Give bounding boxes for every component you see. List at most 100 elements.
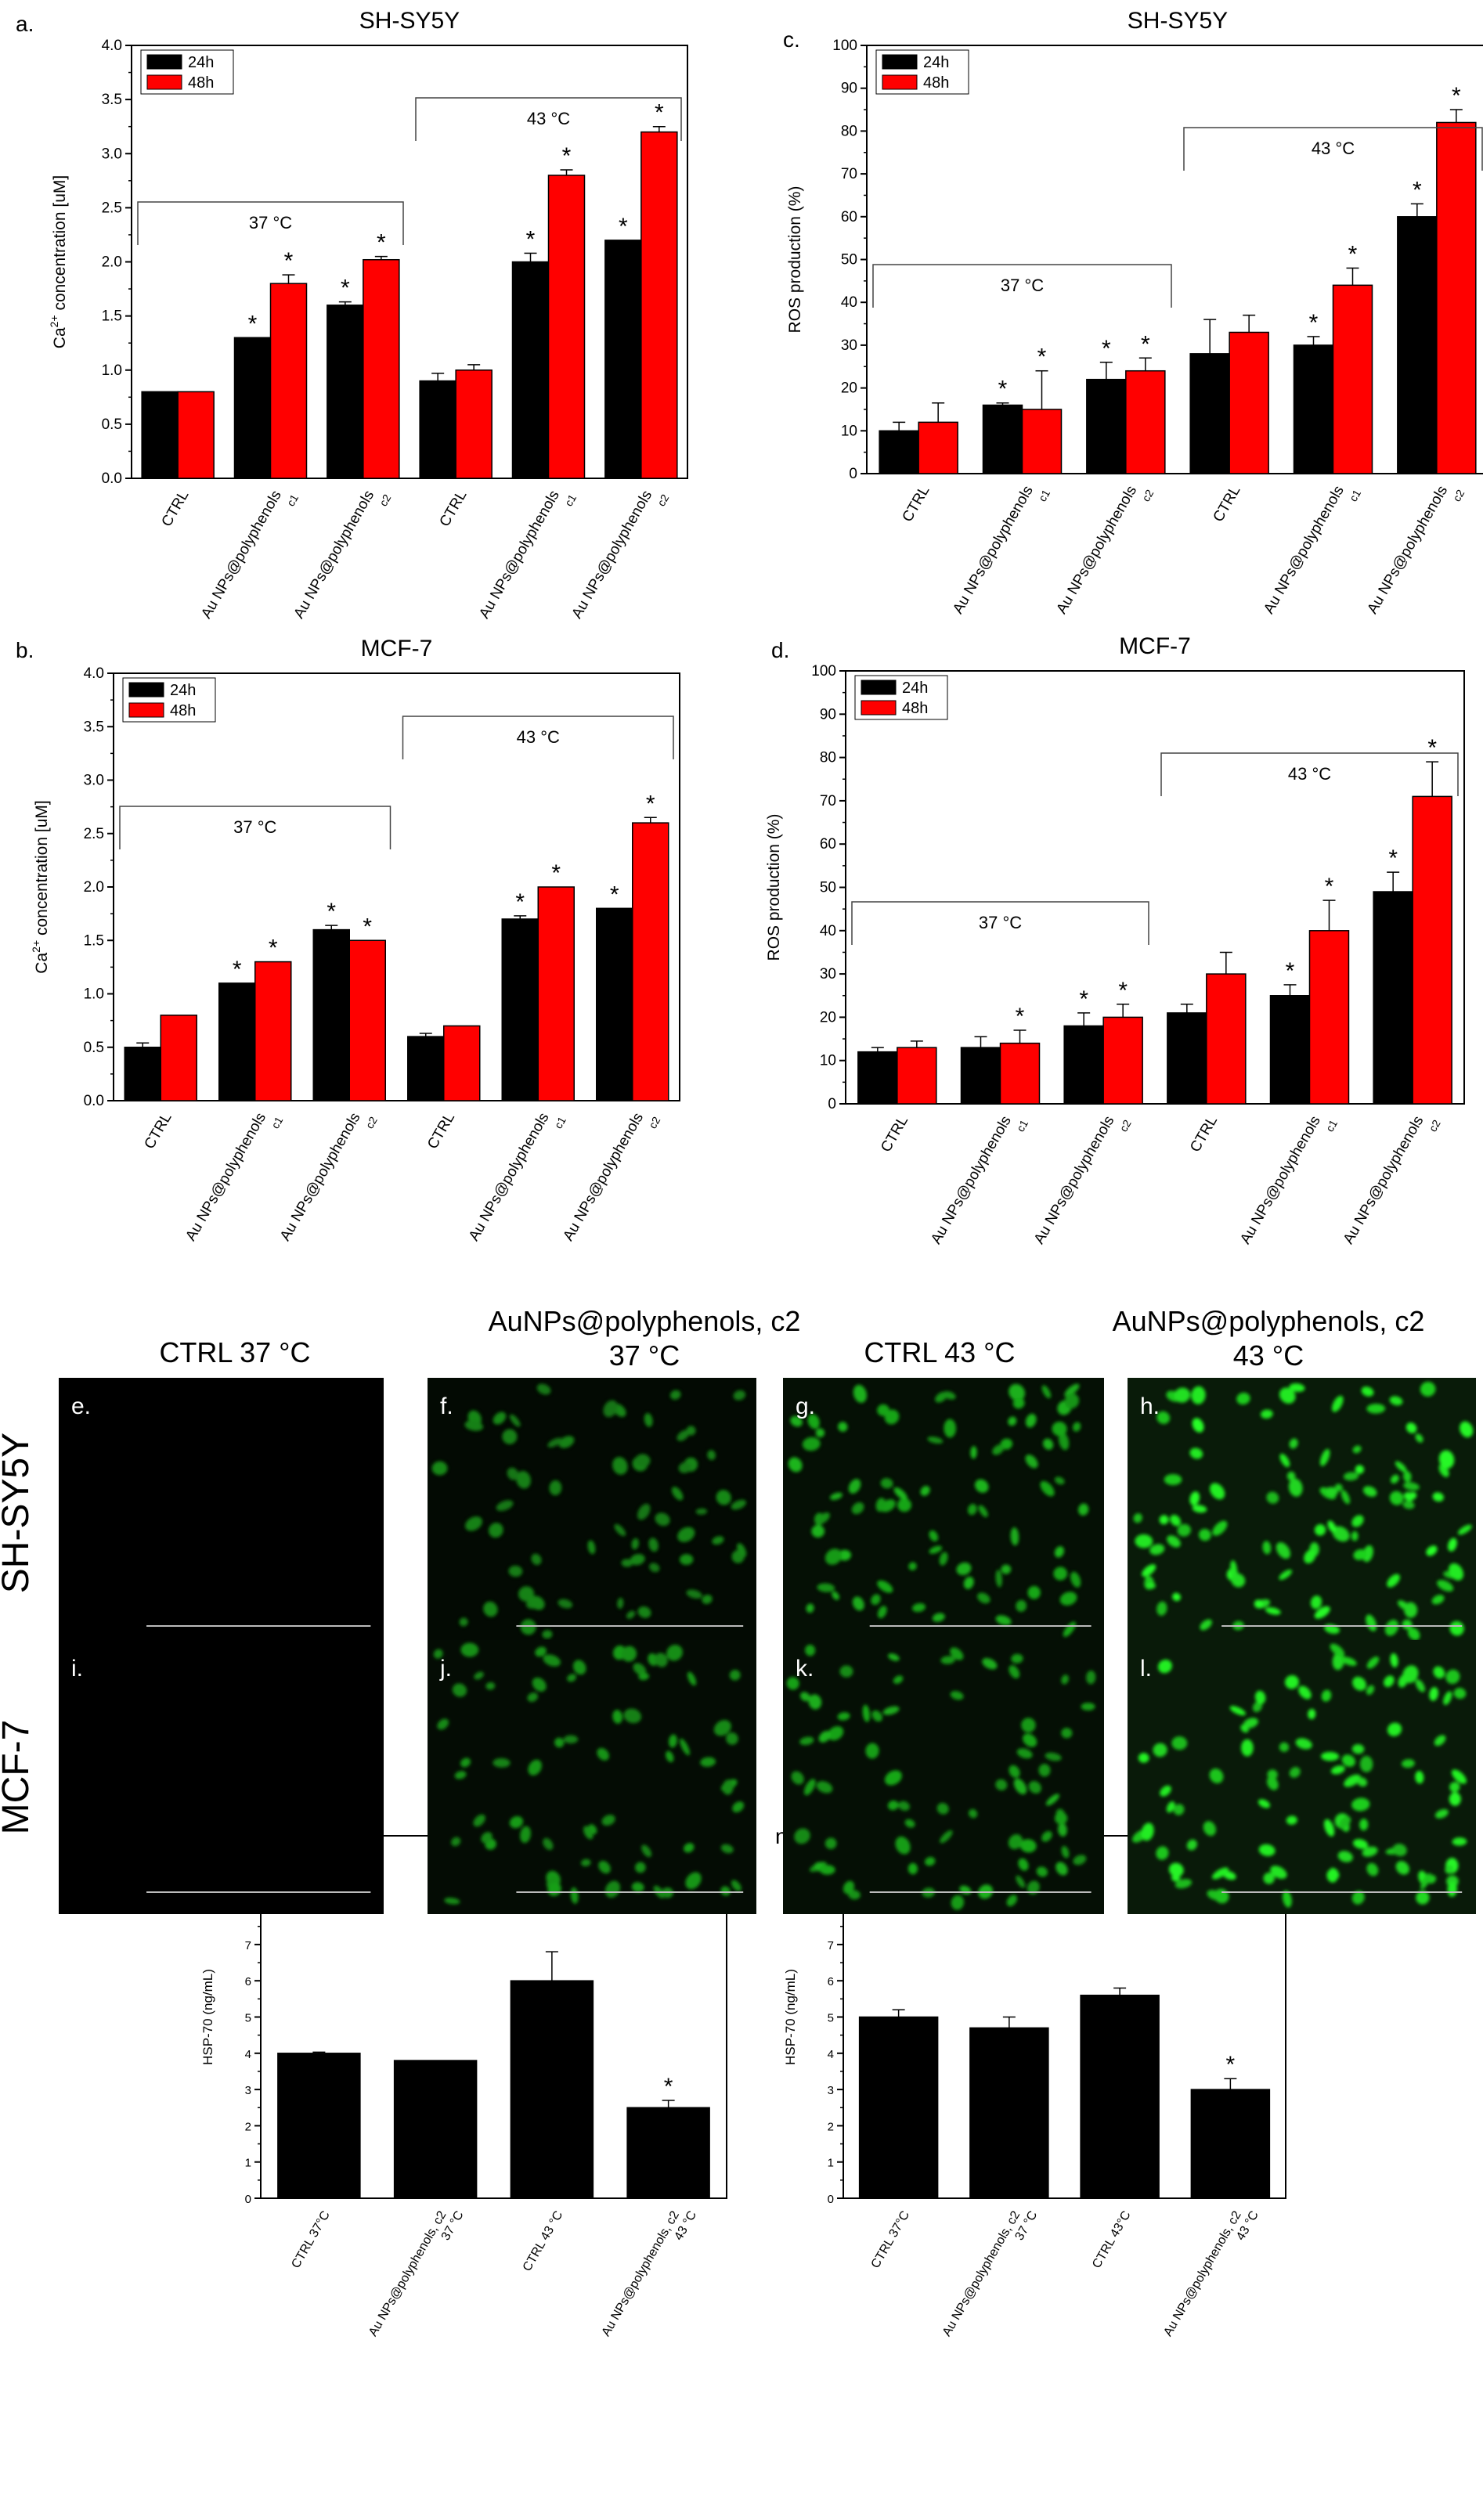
cell: [832, 1591, 839, 1600]
y-tick-label: 20: [820, 1009, 836, 1026]
group-bracket: [402, 716, 674, 759]
cell: [603, 1400, 618, 1418]
group-bracket: [415, 97, 682, 141]
bar: [1373, 891, 1413, 1105]
panel-letter: d.: [771, 638, 789, 662]
cell: [1330, 1867, 1340, 1879]
y-tick-label: 2.0: [84, 879, 104, 896]
cell: [839, 1665, 853, 1678]
cell: [1053, 1566, 1068, 1581]
bar: [218, 982, 256, 1101]
chart-panel-d: d. MCF-7 0 10 20 30 40 50 60 70 80 90 100 ROS product…: [765, 633, 1465, 1247]
bar: [1269, 995, 1311, 1105]
cell: [1361, 1386, 1374, 1397]
y-tick-label: 4: [245, 2048, 251, 2061]
cell: [677, 1527, 695, 1542]
cell: [877, 1606, 887, 1619]
y-axis-label: ROS production (%): [765, 814, 783, 961]
legend-swatch: [128, 682, 164, 698]
cell: [1403, 1470, 1412, 1483]
significance-star: *: [248, 311, 258, 337]
bar: [1102, 1016, 1143, 1105]
cell: [1355, 1465, 1365, 1474]
cell: [1443, 1691, 1452, 1705]
plot-frame: [113, 672, 680, 1101]
cell: [951, 1895, 965, 1910]
cell: [1040, 1480, 1055, 1497]
cell: [1055, 1862, 1068, 1876]
significance-star: *: [1102, 336, 1111, 362]
cell: [1389, 1396, 1403, 1406]
cell: [451, 1837, 461, 1847]
cell: [939, 1552, 948, 1566]
cell: [1445, 1865, 1454, 1874]
cell: [1279, 1569, 1293, 1581]
cell: [936, 1802, 949, 1815]
cell: [1415, 1679, 1425, 1693]
cell: [1058, 1822, 1067, 1837]
cell: [806, 1603, 814, 1613]
cell: [1212, 1520, 1228, 1536]
cell: [527, 1693, 539, 1702]
group-bracket: [137, 201, 404, 245]
micrograph-panel-letter: i.: [71, 1656, 83, 1682]
cell: [887, 1800, 899, 1811]
cell: [637, 1503, 651, 1520]
cell: [1392, 1844, 1407, 1857]
cell: [843, 1880, 855, 1895]
bar: [327, 305, 364, 479]
cell: [1254, 1599, 1264, 1609]
cell: [520, 1826, 531, 1844]
cell: [950, 1647, 964, 1660]
cell: [452, 1683, 467, 1697]
cell: [695, 1508, 708, 1515]
cell: [1384, 1619, 1399, 1636]
cell: [626, 1610, 636, 1619]
bar: [177, 391, 215, 479]
cell: [1276, 1542, 1291, 1559]
group-bracket: [872, 264, 1172, 308]
x-category-sublabel: c2: [377, 492, 393, 508]
cell: [1404, 1602, 1418, 1618]
significance-star: *: [363, 914, 372, 939]
cell: [700, 1757, 716, 1767]
x-category-label: CTRL: [436, 488, 470, 529]
cell: [1366, 1685, 1375, 1695]
cell: [1266, 1491, 1279, 1504]
cell: [520, 1619, 536, 1635]
y-tick-label: 4.0: [84, 665, 104, 682]
cell: [1041, 1385, 1052, 1399]
bar: [407, 1036, 445, 1101]
cell: [1416, 1891, 1430, 1905]
y-tick-label: 2.0: [102, 254, 122, 271]
cell: [1362, 1486, 1377, 1497]
cell: [1390, 1474, 1399, 1484]
cell: [1420, 1873, 1431, 1890]
cell: [1168, 1862, 1184, 1877]
y-tick-label: 10: [841, 423, 857, 439]
y-tick-label: 0.0: [102, 470, 122, 487]
cell: [614, 1523, 626, 1537]
cell: [1027, 1880, 1040, 1895]
cell: [1172, 1592, 1181, 1602]
cell: [1135, 1534, 1153, 1548]
fluorescent-cells: [788, 1383, 1089, 1637]
cell: [968, 1504, 977, 1516]
significance-star: *: [562, 143, 572, 169]
cell: [1141, 1822, 1154, 1841]
cell: [1167, 1535, 1181, 1548]
cell: [956, 1562, 972, 1576]
legend-label: 24h: [170, 682, 196, 699]
cell: [1211, 1867, 1229, 1880]
cell: [464, 1420, 484, 1431]
chart-panel-b: b. MCF-7 0.0 0.5 1.0 1.5 2.0 2.5 3.0 3.5 4.0 Ca2+ c…: [16, 636, 680, 1244]
cell: [1289, 1438, 1298, 1449]
cell: [433, 1649, 443, 1659]
cell: [649, 1563, 660, 1573]
significance-star: *: [1348, 241, 1358, 267]
bar: [999, 1042, 1041, 1105]
significance-star: *: [1413, 177, 1422, 203]
x-category-sublabel: c1: [552, 1114, 568, 1130]
cell: [1339, 1816, 1351, 1829]
bar: [348, 939, 386, 1101]
